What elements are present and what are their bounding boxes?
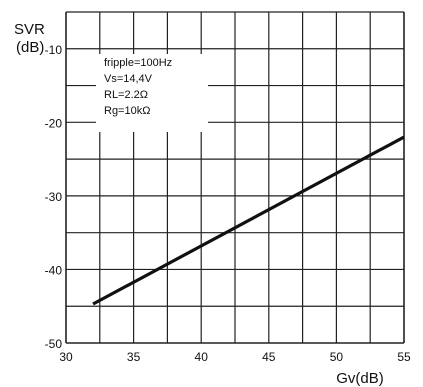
tick-labels: 30 35 40 45 50 55 -10 -20 -30 -40 -50	[45, 43, 411, 364]
y-axis-label-line1: SVR	[14, 21, 45, 38]
y-tick-label: -20	[45, 116, 63, 130]
condition-rg: Rg=10kΩ	[104, 105, 150, 117]
conditions-box	[96, 54, 208, 132]
condition-vs: Vs=14,4V	[104, 73, 153, 85]
series-group	[92, 135, 405, 306]
x-tick-label: 30	[59, 350, 73, 364]
y-tick-label: -40	[45, 263, 63, 277]
x-axis-label: Gv(dB)	[336, 370, 384, 387]
x-tick-label: 50	[330, 350, 344, 364]
y-tick-label: -50	[45, 337, 63, 351]
y-tick-label: -10	[45, 43, 63, 57]
svr-curve	[92, 135, 405, 306]
condition-rl: RL=2.2Ω	[104, 89, 148, 101]
x-tick-label: 40	[195, 350, 209, 364]
chart-grid	[65, 11, 405, 344]
x-tick-label: 35	[127, 350, 141, 364]
condition-fripple: fripple=100Hz	[104, 57, 172, 69]
y-tick-label: -30	[45, 190, 63, 204]
x-tick-label: 45	[262, 350, 276, 364]
x-tick-label: 55	[397, 350, 411, 364]
y-axis-label-line2: (dB)	[16, 39, 44, 56]
